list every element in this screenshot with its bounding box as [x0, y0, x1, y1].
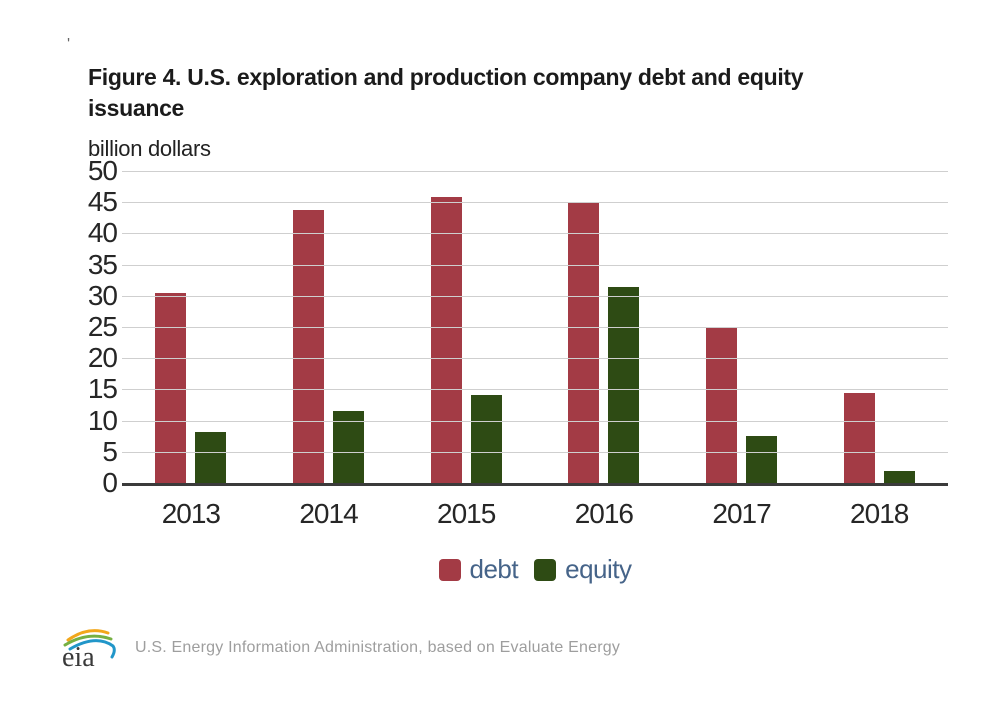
legend-swatch-debt [438, 558, 461, 581]
bar-group-2018 [810, 171, 948, 484]
gridline [122, 202, 948, 204]
bar-debt-2015 [430, 197, 462, 484]
x-axis-label-2013: 2013 [161, 498, 221, 530]
y-axis-unit-label: billion dollars [88, 136, 211, 162]
gridline [122, 233, 948, 235]
y-tick-label: 15 [87, 373, 118, 405]
bar-equity-2013 [195, 431, 227, 484]
gridline [122, 295, 948, 297]
eia-logo-icon: eia [62, 629, 116, 672]
y-tick-label: 45 [87, 186, 118, 218]
y-tick-label: 0 [102, 467, 118, 499]
y-tick-label: 5 [102, 435, 118, 467]
y-tick-label: 50 [87, 155, 118, 187]
footer: eia U.S. Energy Information Administrati… [58, 624, 620, 672]
legend-item-equity: equity [534, 554, 632, 585]
x-axis-label-2015: 2015 [437, 498, 496, 530]
bar-group-2013 [122, 171, 260, 484]
bar-equity-2016 [608, 287, 640, 484]
x-axis-label-2018: 2018 [850, 498, 909, 530]
bar-group-2016 [535, 171, 673, 484]
source-text: U.S. Energy Information Administration, … [135, 639, 621, 656]
bar-equity-2018 [883, 470, 915, 484]
bar-debt-2017 [706, 327, 738, 484]
x-axis-label-2017: 2017 [712, 498, 771, 530]
gridline [122, 420, 948, 422]
legend: debt equity [122, 554, 948, 585]
gridline [122, 171, 948, 173]
x-axis-label-2014: 2014 [299, 498, 358, 530]
y-tick-label: 40 [87, 217, 118, 249]
gridline [122, 451, 948, 453]
bar-debt-2014 [293, 210, 324, 484]
y-tick-label: 35 [87, 248, 118, 280]
bar-equity-2014 [333, 411, 364, 484]
bar-equity-2017 [746, 436, 778, 484]
gridline [122, 327, 948, 329]
bars-layer [122, 171, 948, 484]
y-tick-label: 20 [87, 342, 118, 374]
x-axis-label-2016: 2016 [574, 498, 634, 530]
bar-group-2015 [397, 171, 535, 484]
legend-label-equity: equity [565, 554, 632, 585]
legend-swatch-equity [534, 558, 557, 581]
figure-title: Figure 4. U.S. exploration and productio… [88, 64, 804, 122]
x-axis: 2013 2014 2015 2016 2017 2018 [122, 498, 948, 530]
gridline [122, 389, 948, 391]
bar-debt-2018 [843, 392, 875, 484]
bar-equity-2015 [470, 395, 502, 484]
chart: 0 5 10 15 20 25 30 35 40 45 50 [87, 157, 948, 497]
bar-group-2017 [673, 171, 811, 484]
stray-mark: ' [67, 36, 71, 53]
plot-area [122, 171, 948, 487]
bar-debt-2013 [155, 292, 187, 484]
y-tick-label: 10 [87, 404, 118, 436]
svg-text:eia: eia [62, 642, 95, 672]
y-tick-label: 25 [87, 311, 118, 343]
gridline [122, 358, 948, 360]
legend-item-debt: debt [438, 554, 519, 585]
bar-debt-2016 [568, 202, 600, 484]
gridline [122, 264, 948, 266]
bar-group-2014 [260, 171, 398, 484]
y-axis: 0 5 10 15 20 25 30 35 40 45 50 [87, 157, 122, 497]
legend-label-debt: debt [469, 554, 519, 585]
y-tick-label: 30 [87, 279, 118, 311]
